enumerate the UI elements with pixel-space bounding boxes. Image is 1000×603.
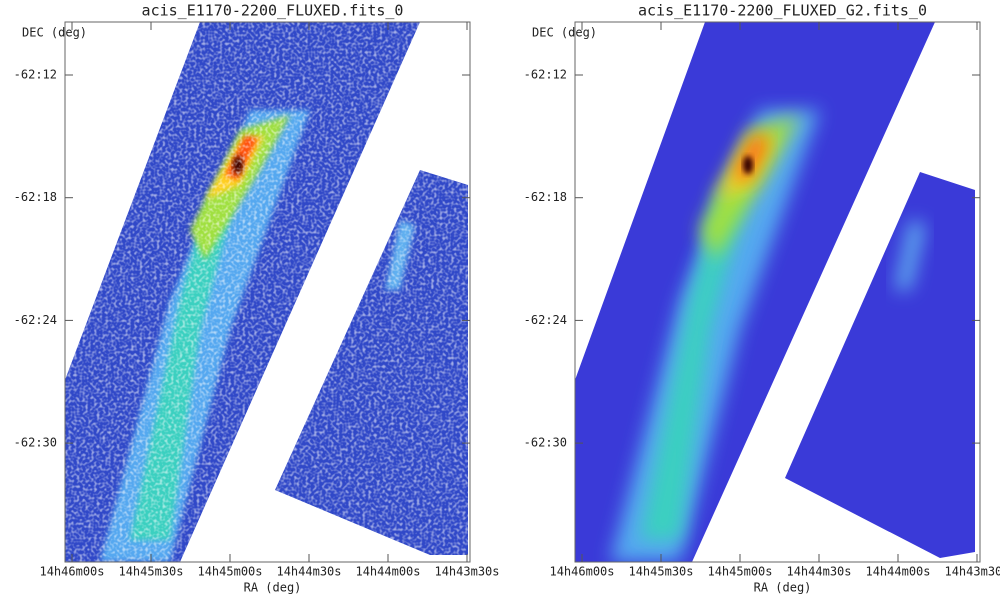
y-tick-label: -62:30	[14, 436, 57, 450]
image	[65, 22, 468, 562]
image-feature	[700, 115, 800, 260]
y-tick-label: -62:12	[14, 68, 57, 82]
x-tick-label: 14h44m00s	[865, 565, 930, 579]
x-tick-label: 14h46m00s	[549, 565, 614, 579]
x-tick-label: 14h43m30s	[434, 565, 499, 579]
image-feature	[735, 135, 768, 180]
x-tick-label: 14h45m00s	[707, 565, 772, 579]
panel: acis_E1170-2200_FLUXED.fits_0 DEC (deg) RA…	[14, 2, 500, 595]
y-axis-label: DEC (deg)	[532, 26, 597, 40]
image-core	[743, 156, 753, 174]
y-tick-label: -62:12	[524, 68, 567, 82]
panel: acis_E1170-2200_FLUXED_G2.fits_0 DEC (deg…	[524, 2, 1000, 595]
image	[575, 22, 975, 562]
y-tick-label: -62:30	[524, 436, 567, 450]
x-tick-label: 14h46m00s	[39, 565, 104, 579]
y-axis-label: DEC (deg)	[22, 26, 87, 40]
y-tick-label: -62:18	[524, 190, 567, 204]
image-noise	[65, 22, 468, 562]
x-axis-label: RA (deg)	[754, 581, 812, 595]
x-tick-label: 14h45m00s	[197, 565, 262, 579]
x-tick-label: 14h44m30s	[786, 565, 851, 579]
x-axis-label: RA (deg)	[244, 581, 302, 595]
y-tick-label: -62:24	[524, 313, 567, 327]
x-tick-label: 14h43m30s	[944, 565, 1000, 579]
x-tick-label: 14h45m30s	[628, 565, 693, 579]
panel-title: acis_E1170-2200_FLUXED.fits_0	[142, 2, 404, 20]
x-tick-label: 14h44m30s	[276, 565, 341, 579]
x-tick-label: 14h45m30s	[118, 565, 183, 579]
image-feature	[895, 220, 925, 290]
plot-frame	[64, 21, 471, 563]
y-tick-label: -62:18	[14, 190, 57, 204]
panel-title: acis_E1170-2200_FLUXED_G2.fits_0	[638, 2, 927, 20]
plot-frame	[574, 21, 981, 563]
panels: acis_E1170-2200_FLUXED.fits_0 DEC (deg) RA…	[14, 2, 1000, 595]
x-tick-label: 14h44m00s	[355, 565, 420, 579]
y-tick-label: -62:24	[14, 313, 57, 327]
image-feature	[640, 190, 745, 540]
